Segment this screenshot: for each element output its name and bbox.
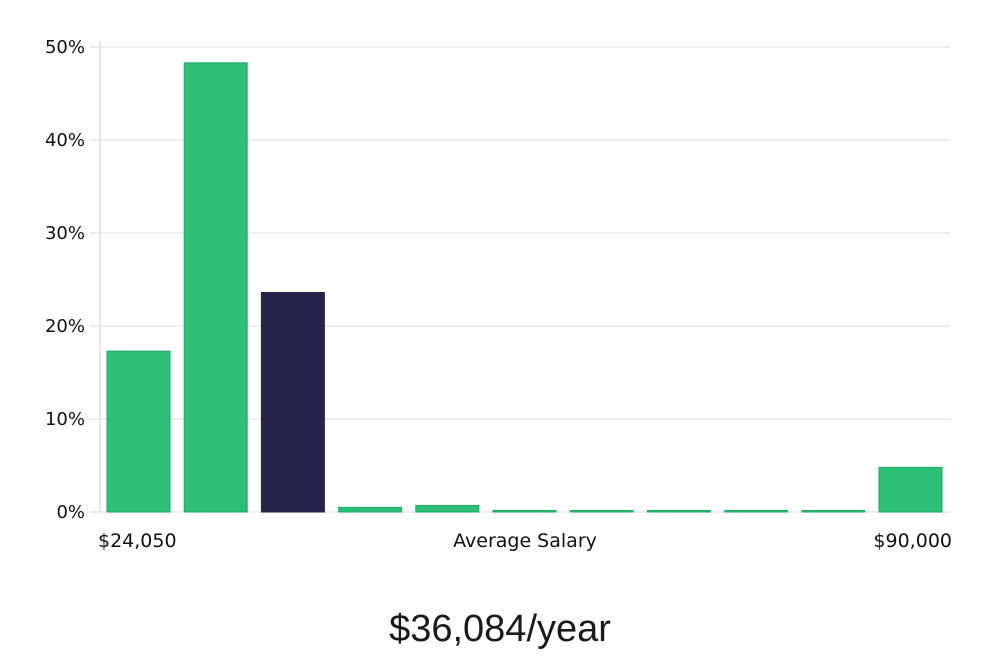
x-min-label: $24,050 xyxy=(98,530,177,552)
bar xyxy=(106,350,171,513)
bar xyxy=(492,510,557,513)
bar xyxy=(338,506,403,513)
y-axis-ticks: 0% 10% 20% 30% 40% 50% xyxy=(45,37,85,523)
y-tick-label: 20% xyxy=(45,316,85,337)
y-tick-label: 50% xyxy=(45,37,85,58)
average-salary-headline: $36,084/year xyxy=(389,608,611,650)
bar-highlighted xyxy=(260,292,325,513)
y-tick-label: 30% xyxy=(45,223,85,244)
bar xyxy=(878,466,943,513)
bars xyxy=(106,62,943,513)
x-max-label: $90,000 xyxy=(873,530,952,552)
bar xyxy=(415,504,480,513)
salary-histogram: 0% 10% 20% 30% 40% 50% $24,050 Average Salary… xyxy=(45,37,952,552)
y-tick-label: 0% xyxy=(56,502,85,523)
bar xyxy=(724,510,789,513)
bar xyxy=(569,510,634,513)
bar xyxy=(646,510,711,513)
y-tick-label: 40% xyxy=(45,130,85,151)
bar xyxy=(183,62,248,513)
x-axis-title: Average Salary xyxy=(453,530,597,552)
y-tick-label: 10% xyxy=(45,409,85,430)
bar xyxy=(801,510,866,513)
